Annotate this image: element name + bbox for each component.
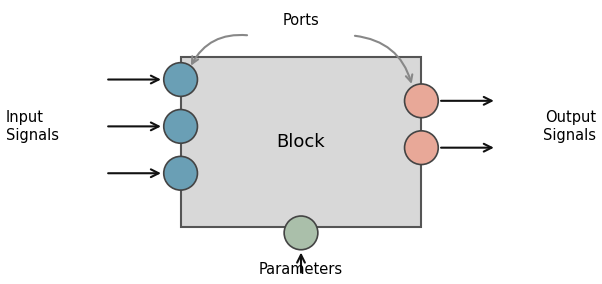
Ellipse shape: [405, 84, 438, 118]
Ellipse shape: [284, 216, 318, 250]
Ellipse shape: [405, 131, 438, 164]
Text: Parameters: Parameters: [259, 262, 343, 277]
Ellipse shape: [164, 63, 197, 96]
Bar: [181, 57, 421, 227]
Text: Block: Block: [277, 133, 325, 151]
Text: Ports: Ports: [282, 13, 320, 28]
Text: Output
Signals: Output Signals: [543, 110, 596, 143]
Text: Input
Signals: Input Signals: [6, 110, 59, 143]
Ellipse shape: [164, 156, 197, 190]
Ellipse shape: [164, 110, 197, 143]
